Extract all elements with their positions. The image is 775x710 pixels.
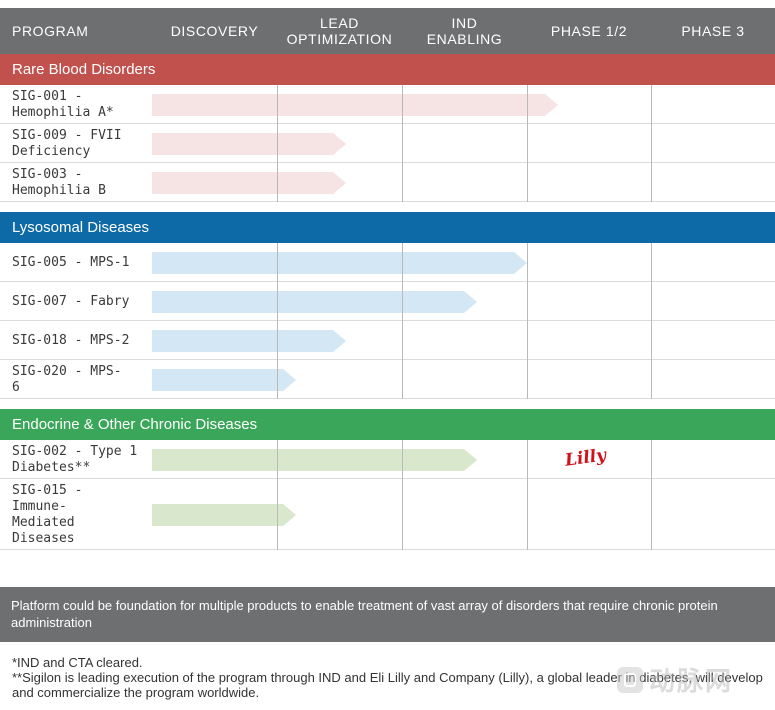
progress-bar-arrow — [332, 133, 346, 155]
program-label: SIG-015 - Immune- Mediated Diseases — [12, 483, 83, 546]
program-label: SIG-001 - Hemophilia A* — [12, 89, 114, 120]
header-stage-5: PHASE 3 — [681, 23, 745, 39]
stage-divider — [651, 243, 652, 399]
progress-bar-arrow — [464, 449, 477, 471]
stage-divider — [527, 440, 528, 550]
progress-bar-arrow — [332, 330, 346, 352]
progress-bar — [152, 291, 464, 313]
stage-divider — [277, 243, 278, 399]
stage-divider — [402, 243, 403, 399]
progress-bar-arrow — [545, 94, 558, 116]
stage-header: PROGRAM DISCOVERY LEAD OPTIMIZATION IND ENA… — [0, 8, 775, 54]
progress-bar-arrow — [282, 504, 296, 526]
header-stage-2: LEAD OPTIMIZATION — [286, 15, 393, 47]
section-header: Rare Blood Disorders — [0, 54, 775, 85]
program-row: SIG-005 - MPS-1 — [0, 243, 775, 282]
stage-divider — [402, 85, 403, 202]
program-label: SIG-003 - Hemophilia B — [12, 167, 106, 198]
header-program: PROGRAM — [12, 23, 89, 39]
progress-bar-arrow — [282, 369, 296, 391]
progress-bar — [152, 369, 283, 391]
header-stage-1: DISCOVERY — [170, 23, 259, 39]
program-row: SIG-015 - Immune- Mediated Diseases — [0, 479, 775, 550]
progress-bar-arrow — [514, 252, 527, 274]
stage-divider — [651, 440, 652, 550]
program-label: SIG-007 - Fabry — [12, 294, 130, 309]
program-row: SIG-002 - Type 1 Diabetes** Lilly — [0, 440, 775, 479]
watermark-text: 动脉网 — [649, 667, 734, 697]
partner-logo-lilly: Lilly — [563, 445, 608, 471]
stage-divider — [277, 440, 278, 550]
platform-banner: Platform could be foundation for multipl… — [0, 587, 775, 642]
header-stage-4: PHASE 1/2 — [550, 23, 628, 39]
progress-bar — [152, 133, 333, 155]
watermark-logo-icon — [617, 666, 643, 693]
program-label: SIG-020 - MPS- 6 — [12, 364, 122, 395]
program-row: SIG-007 - Fabry — [0, 282, 775, 321]
progress-bar — [152, 449, 464, 471]
progress-bar — [152, 94, 545, 116]
program-label: SIG-009 - FVII Deficiency — [12, 128, 122, 159]
section-header: Lysosomal Diseases — [0, 212, 775, 243]
program-row: SIG-003 - Hemophilia B — [0, 163, 775, 202]
program-label: SIG-002 - Type 1 Diabetes** — [12, 444, 138, 475]
footnote-2: **Sigilon is leading execution of the pr… — [12, 670, 763, 700]
progress-bar-arrow — [332, 172, 346, 194]
stage-divider — [651, 85, 652, 202]
progress-bar — [152, 330, 333, 352]
footnote-1: *IND and CTA cleared. — [12, 655, 143, 670]
progress-bar — [152, 252, 514, 274]
program-label: SIG-005 - MPS-1 — [12, 255, 130, 270]
section-header: Endocrine & Other Chronic Diseases — [0, 409, 775, 440]
program-row: SIG-018 - MPS-2 — [0, 321, 775, 360]
stage-divider — [527, 243, 528, 399]
stage-divider — [527, 85, 528, 202]
program-row: SIG-001 - Hemophilia A* — [0, 85, 775, 124]
stage-divider — [277, 85, 278, 202]
footnotes: *IND and CTA cleared. **Sigilon is leadi… — [12, 655, 767, 700]
stage-divider — [402, 440, 403, 550]
watermark: 动脉网 — [617, 661, 733, 698]
header-stage-3: IND ENABLING — [426, 15, 503, 47]
progress-bar — [152, 172, 333, 194]
program-label: SIG-018 - MPS-2 — [12, 333, 130, 348]
progress-bar-arrow — [464, 291, 477, 313]
program-row: SIG-009 - FVII Deficiency — [0, 124, 775, 163]
program-row: SIG-020 - MPS- 6 — [0, 360, 775, 399]
progress-bar — [152, 504, 283, 526]
